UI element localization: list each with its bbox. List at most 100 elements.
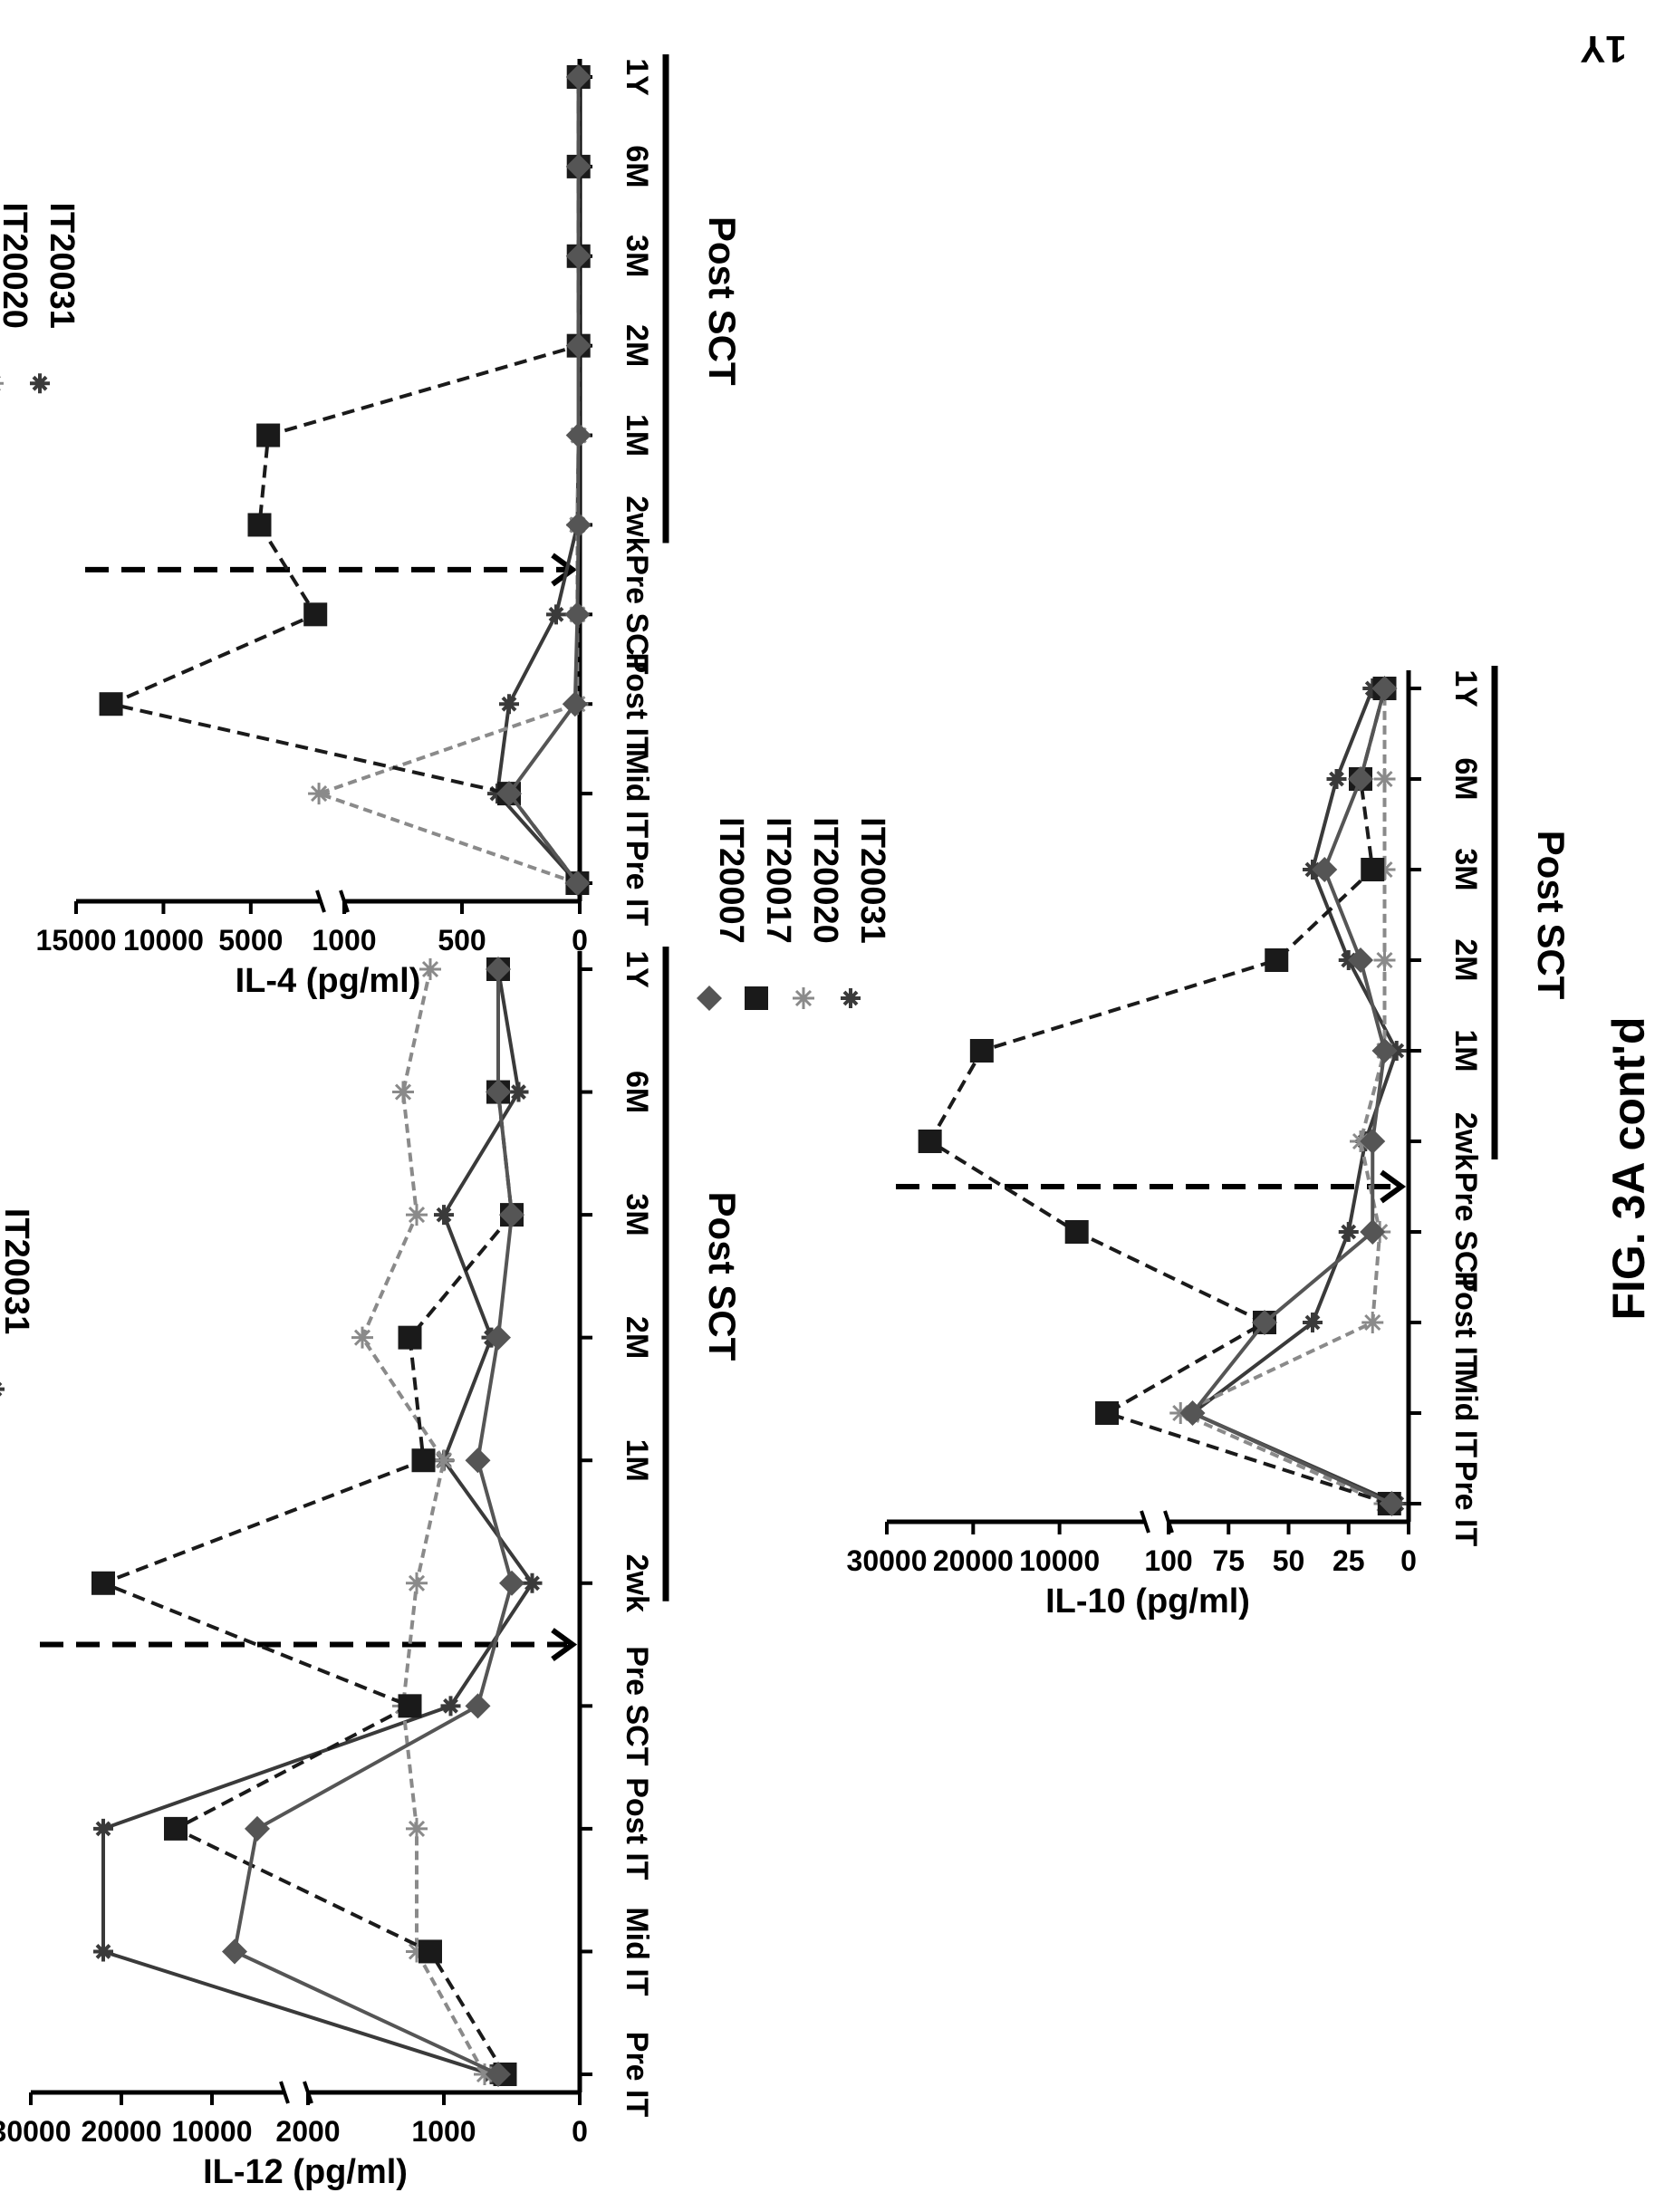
data-point — [406, 1817, 428, 1840]
x-tick-label: 2wk — [620, 1554, 654, 1612]
x-tick-label: 2wk — [1448, 1112, 1483, 1170]
y-tick-label: 30000 — [847, 1544, 928, 1577]
series-IT20020 — [308, 66, 590, 894]
series-line — [1188, 688, 1399, 1505]
data-point — [419, 958, 441, 980]
legend-label: IT20020 — [806, 817, 844, 943]
data-point — [93, 1941, 113, 1962]
chart-il12: Pre IT Mid IT Post IT Pre SCT 2wk 1M 2M 3M 6M 1Y 0… — [0, 947, 744, 2191]
post-sct-label: Post SCT — [701, 216, 744, 386]
series-line — [1189, 688, 1393, 1505]
data-point — [1371, 1038, 1398, 1063]
series-IT20017 — [91, 957, 524, 2086]
legend-marker — [0, 372, 4, 395]
post-sct-label: Post SCT — [701, 1192, 744, 1361]
data-point — [440, 1696, 461, 1717]
stray-label: 1Y — [1580, 28, 1626, 71]
data-point — [522, 1572, 543, 1593]
x-tick-label: Post IT — [1448, 1271, 1483, 1374]
y-tick-label: 5000 — [218, 924, 283, 957]
axis-break-mark — [1140, 1510, 1150, 1534]
legend-marker — [745, 986, 768, 1010]
y-tick-label: 15000 — [36, 924, 117, 957]
data-point — [91, 1571, 115, 1595]
data-point — [1179, 1400, 1206, 1426]
data-point — [508, 1082, 529, 1102]
data-point — [247, 513, 272, 537]
x-tick-label: 2M — [1448, 938, 1483, 981]
data-point — [256, 423, 281, 447]
x-tick-label: 6M — [1448, 757, 1483, 800]
x-tick-label: Pre IT — [620, 2032, 654, 2118]
data-point — [1361, 1312, 1384, 1333]
series-line — [927, 688, 1390, 1505]
x-tick-label: Post IT — [620, 1777, 654, 1880]
data-point — [1360, 1129, 1386, 1154]
x-tick-label: 3M — [1448, 848, 1483, 890]
x-tick-label: Pre SCT — [1448, 1172, 1483, 1292]
data-point — [434, 1205, 454, 1226]
y-tick-label: 25 — [1332, 1544, 1365, 1577]
chart-body: Pre IT Mid IT Post IT Pre SCT 2wk 1M 2M 3M 6M 1Y 0… — [0, 947, 744, 2191]
x-tick-label: 1M — [1448, 1029, 1483, 1072]
x-tick-label: 1Y — [620, 950, 654, 988]
data-point — [499, 694, 519, 715]
x-tick-label: 3M — [620, 1193, 654, 1236]
series-line — [101, 968, 534, 2076]
data-point — [406, 1940, 428, 1963]
x-tick-label: Pre IT — [1448, 1461, 1483, 1547]
y-tick-label: 2000 — [275, 2115, 340, 2148]
legend-item: IT20031 — [841, 817, 891, 1008]
data-point — [164, 1816, 188, 1841]
y-axis-label: IL-4 (pg/ml) — [236, 962, 421, 1000]
legend-label: IT20031 — [0, 1208, 35, 1334]
series-line — [1176, 688, 1387, 1505]
y-axis-label: IL-10 (pg/ml) — [1045, 1582, 1250, 1621]
data-point — [1312, 857, 1338, 882]
data-point — [308, 783, 331, 805]
legend-item: IT20007 — [697, 817, 750, 1011]
series-line — [232, 969, 515, 2076]
x-tick-label: Pre IT — [620, 841, 654, 927]
series-line — [360, 968, 486, 2075]
series-line — [495, 77, 581, 885]
data-point — [1348, 947, 1373, 973]
data-point — [474, 2063, 495, 2085]
transplant-arrowhead — [1380, 1169, 1407, 1204]
data-point — [1373, 949, 1396, 971]
series-IT20031 — [93, 959, 543, 2084]
series-IT20007 — [222, 957, 524, 2087]
data-point — [969, 1039, 994, 1063]
data-point — [411, 1448, 436, 1473]
y-tick-label: 50 — [1273, 1544, 1305, 1577]
x-tick-label: Post IT — [620, 653, 654, 756]
y-tick-label: 500 — [438, 924, 486, 957]
data-point — [486, 957, 511, 982]
legend-label: IT20020 — [0, 202, 34, 328]
figure-caption: FIG. 3A cont'd — [1603, 1016, 1654, 1320]
x-tick-label: 6M — [620, 1071, 654, 1113]
data-point — [93, 1818, 113, 1839]
x-tick-label: 2wk — [620, 495, 654, 553]
data-point — [99, 692, 123, 716]
series-IT20031 — [487, 67, 589, 893]
data-point — [406, 1572, 428, 1594]
data-point — [499, 1570, 524, 1596]
data-point — [465, 1693, 491, 1719]
axis-break-mark — [279, 2081, 290, 2104]
series-IT20031 — [1182, 678, 1407, 1514]
x-tick-label: Pre SCT — [620, 554, 654, 674]
data-point — [1371, 676, 1398, 701]
legend-item: IT20031 — [0, 1208, 35, 1399]
series-line — [105, 77, 581, 885]
data-point — [565, 422, 592, 448]
data-point — [1095, 1401, 1120, 1425]
legend-label: IT20031 — [43, 202, 81, 328]
y-axis-label: IL-12 (pg/ml) — [203, 2153, 408, 2191]
x-tick-label: 1Y — [1448, 669, 1483, 707]
y-tick-label: 10000 — [1019, 1544, 1100, 1577]
data-point — [1348, 766, 1373, 792]
